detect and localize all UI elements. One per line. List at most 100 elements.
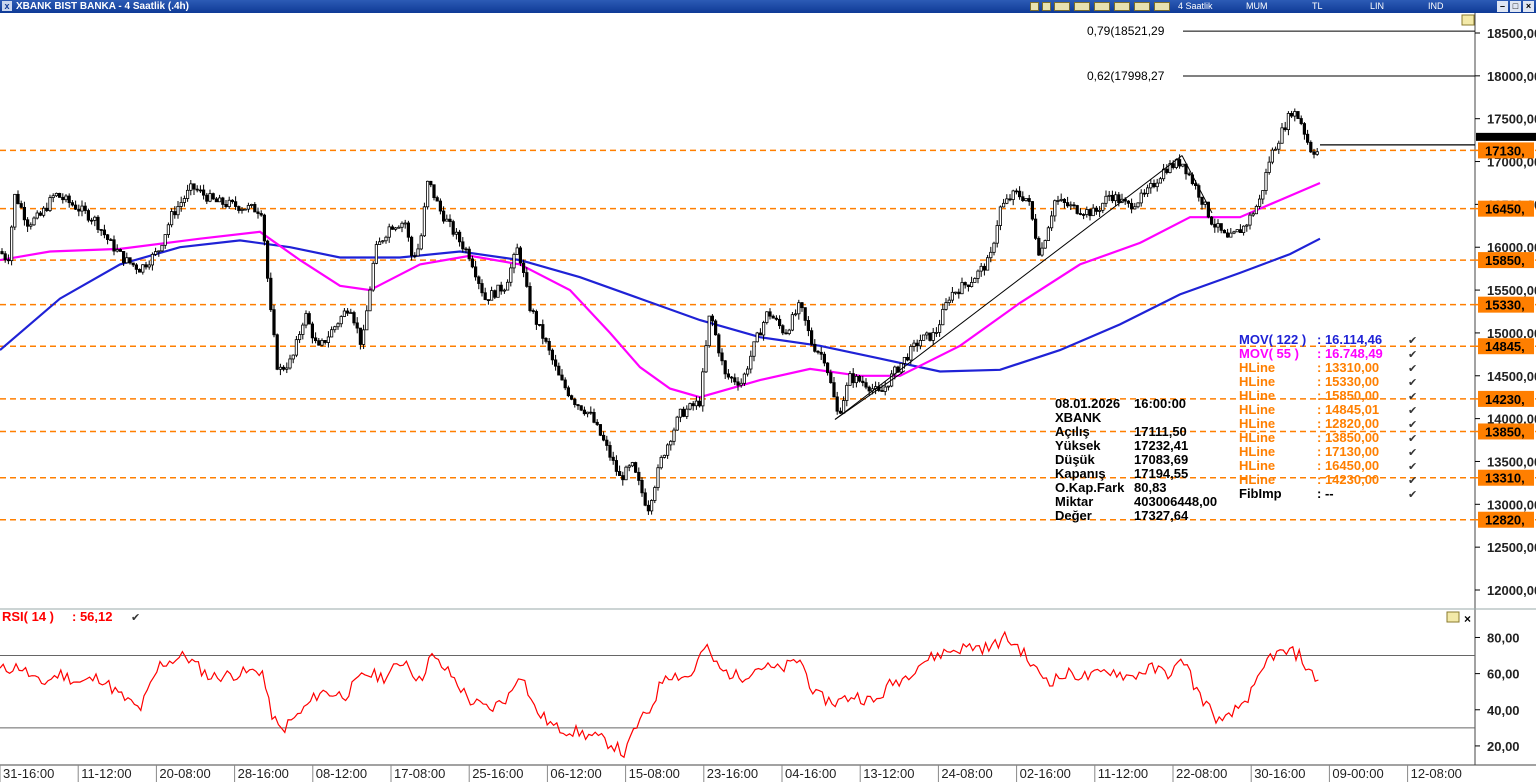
candle[interactable]: [1187, 171, 1191, 177]
candle[interactable]: [32, 216, 36, 226]
toolbar-icon-8[interactable]: [1154, 2, 1170, 11]
candle[interactable]: [787, 328, 791, 336]
visibility-check-icon[interactable]: ✔: [1408, 335, 1417, 347]
candle[interactable]: [998, 205, 1003, 231]
candle[interactable]: [1280, 123, 1284, 144]
candle[interactable]: [393, 226, 398, 232]
candle[interactable]: [377, 237, 382, 245]
candle[interactable]: [525, 267, 529, 288]
candle[interactable]: [634, 461, 638, 474]
candle[interactable]: [262, 213, 267, 246]
candle[interactable]: [659, 455, 663, 470]
candle[interactable]: [118, 248, 122, 252]
candle[interactable]: [281, 365, 286, 372]
candle[interactable]: [1283, 121, 1287, 132]
visibility-check-icon[interactable]: ✔: [1408, 433, 1417, 445]
candle[interactable]: [1226, 228, 1230, 238]
candle[interactable]: [941, 303, 945, 326]
candle[interactable]: [115, 244, 119, 253]
candle[interactable]: [358, 327, 363, 350]
candle[interactable]: [950, 286, 955, 303]
candle[interactable]: [1229, 228, 1233, 238]
candle[interactable]: [1085, 206, 1089, 218]
candle[interactable]: [672, 427, 676, 446]
candle[interactable]: [771, 314, 775, 319]
candle[interactable]: [970, 276, 974, 288]
candle[interactable]: [845, 382, 849, 407]
candle[interactable]: [141, 264, 145, 275]
candle[interactable]: [294, 335, 299, 358]
candle[interactable]: [221, 196, 225, 209]
candle[interactable]: [598, 424, 603, 437]
candle[interactable]: [19, 200, 23, 209]
candle[interactable]: [99, 228, 103, 236]
candle[interactable]: [1059, 193, 1063, 202]
candle[interactable]: [93, 215, 97, 227]
candle[interactable]: [742, 372, 747, 386]
candle[interactable]: [854, 374, 859, 388]
candle[interactable]: [1027, 194, 1031, 206]
candle[interactable]: [445, 214, 449, 222]
candle[interactable]: [125, 252, 129, 264]
candle[interactable]: [237, 205, 241, 214]
candle[interactable]: [1293, 108, 1297, 122]
candle[interactable]: [1165, 164, 1169, 175]
candle[interactable]: [1018, 186, 1022, 200]
candle[interactable]: [922, 334, 926, 341]
candle[interactable]: [1232, 230, 1236, 235]
candle[interactable]: [554, 354, 558, 371]
candle[interactable]: [739, 378, 743, 388]
candle[interactable]: [576, 403, 580, 410]
candle[interactable]: [182, 195, 186, 207]
candle[interactable]: [1155, 178, 1159, 192]
candle[interactable]: [1302, 122, 1306, 140]
candle[interactable]: [678, 408, 683, 423]
mov-55-line[interactable]: [0, 181, 1321, 399]
candle[interactable]: [502, 288, 507, 294]
candle[interactable]: [794, 309, 798, 317]
candle[interactable]: [698, 396, 702, 408]
candle[interactable]: [400, 221, 404, 233]
candle[interactable]: [586, 411, 590, 418]
candle[interactable]: [730, 375, 734, 383]
candle[interactable]: [461, 237, 465, 253]
candle[interactable]: [557, 362, 561, 376]
candle[interactable]: [480, 279, 484, 297]
candle[interactable]: [1101, 202, 1105, 214]
candle[interactable]: [259, 210, 263, 217]
rsi-panel[interactable]: × 80,00 60,00 40,00 20,00 RSI( 14 ): 56,12 ✔: [0, 609, 1520, 759]
visibility-check-icon[interactable]: ✔: [1408, 377, 1417, 389]
candle[interactable]: [1082, 213, 1086, 220]
candle[interactable]: [1181, 163, 1185, 168]
candle[interactable]: [339, 315, 343, 328]
candle[interactable]: [662, 454, 667, 459]
candle[interactable]: [675, 415, 679, 431]
candle[interactable]: [505, 279, 510, 291]
candle[interactable]: [313, 332, 318, 344]
candle[interactable]: [307, 311, 311, 325]
scale-selector[interactable]: LIN: [1370, 1, 1385, 11]
candle[interactable]: [861, 375, 865, 387]
candle[interactable]: [122, 251, 126, 267]
candle[interactable]: [349, 308, 353, 314]
candle[interactable]: [77, 204, 81, 217]
candle[interactable]: [86, 208, 90, 223]
candle[interactable]: [1142, 189, 1146, 198]
candle[interactable]: [957, 288, 961, 299]
candle[interactable]: [538, 324, 542, 327]
candle[interactable]: [409, 235, 414, 261]
trendline[interactable]: [834, 370, 906, 420]
candle[interactable]: [966, 284, 971, 292]
candle[interactable]: [605, 435, 609, 451]
candle[interactable]: [435, 195, 439, 202]
candle[interactable]: [1110, 190, 1114, 204]
candle[interactable]: [582, 406, 587, 416]
candle[interactable]: [819, 346, 823, 361]
candle[interactable]: [749, 350, 753, 374]
candle[interactable]: [323, 340, 327, 345]
candle[interactable]: [752, 341, 756, 362]
candle[interactable]: [1133, 202, 1137, 210]
candle[interactable]: [1286, 111, 1290, 136]
visibility-check-icon[interactable]: ✔: [1408, 349, 1417, 361]
candle[interactable]: [1315, 148, 1319, 156]
